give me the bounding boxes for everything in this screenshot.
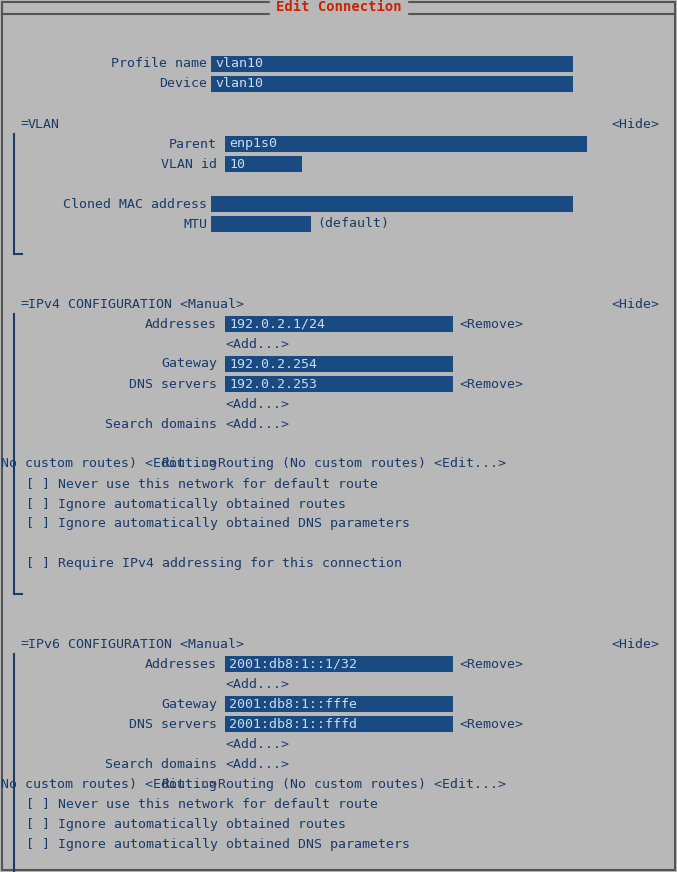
- FancyBboxPatch shape: [225, 716, 453, 732]
- Text: Gateway: Gateway: [161, 698, 217, 711]
- Text: Gateway: Gateway: [161, 358, 217, 371]
- Text: Edit Connection: Edit Connection: [276, 0, 401, 14]
- Text: <Add...>: <Add...>: [225, 337, 289, 351]
- Text: <Add...>: <Add...>: [225, 738, 289, 751]
- FancyBboxPatch shape: [211, 196, 573, 212]
- Text: <Add...>: <Add...>: [225, 418, 289, 431]
- FancyBboxPatch shape: [225, 156, 302, 172]
- Text: =: =: [20, 118, 28, 131]
- Text: Routing (No custom routes) <Edit...>: Routing (No custom routes) <Edit...>: [218, 778, 506, 791]
- Text: 192.0.2.254: 192.0.2.254: [229, 358, 317, 371]
- FancyBboxPatch shape: [225, 136, 587, 152]
- Text: 2001:db8:1::1/32: 2001:db8:1::1/32: [229, 657, 357, 671]
- Text: Device: Device: [159, 78, 207, 91]
- Text: VLAN id: VLAN id: [161, 158, 217, 171]
- FancyBboxPatch shape: [225, 316, 453, 332]
- Text: 2001:db8:1::fffd: 2001:db8:1::fffd: [229, 718, 357, 731]
- Text: 2001:db8:1::fffe: 2001:db8:1::fffe: [229, 698, 357, 711]
- Text: Cloned MAC address: Cloned MAC address: [63, 197, 207, 210]
- Text: [ ] Require IPv4 addressing for this connection: [ ] Require IPv4 addressing for this con…: [26, 557, 402, 570]
- Text: [ ] Ignore automatically obtained routes: [ ] Ignore automatically obtained routes: [26, 498, 346, 510]
- Text: DNS servers: DNS servers: [129, 378, 217, 391]
- Text: Search domains: Search domains: [105, 418, 217, 431]
- FancyBboxPatch shape: [225, 656, 453, 672]
- Text: enp1s0: enp1s0: [229, 138, 277, 151]
- FancyBboxPatch shape: [211, 56, 573, 72]
- Text: <Add...>: <Add...>: [225, 678, 289, 691]
- Text: IPv6 CONFIGURATION <Manual>: IPv6 CONFIGURATION <Manual>: [28, 637, 244, 651]
- Text: VLAN: VLAN: [28, 118, 60, 131]
- FancyBboxPatch shape: [211, 76, 573, 92]
- Text: <Remove>: <Remove>: [459, 317, 523, 330]
- Text: Profile name: Profile name: [111, 58, 207, 71]
- Text: DNS servers: DNS servers: [129, 718, 217, 731]
- Text: Parent: Parent: [169, 138, 217, 151]
- Text: 192.0.2.253: 192.0.2.253: [229, 378, 317, 391]
- FancyBboxPatch shape: [225, 696, 453, 712]
- Text: (default): (default): [317, 217, 389, 230]
- Text: vlan10: vlan10: [215, 58, 263, 71]
- Text: Addresses: Addresses: [145, 317, 217, 330]
- Text: vlan10: vlan10: [215, 78, 263, 91]
- Text: <Hide>: <Hide>: [611, 297, 659, 310]
- Text: Routing (No custom routes) <Edit...>: Routing (No custom routes) <Edit...>: [218, 458, 506, 471]
- Text: Search domains: Search domains: [105, 758, 217, 771]
- Text: <Hide>: <Hide>: [611, 637, 659, 651]
- Text: Routing (No custom routes) <Edit...>: Routing (No custom routes) <Edit...>: [0, 458, 217, 471]
- Text: <Remove>: <Remove>: [459, 718, 523, 731]
- Text: Routing: Routing: [161, 458, 217, 471]
- Text: Addresses: Addresses: [145, 657, 217, 671]
- Text: [ ] Ignore automatically obtained routes: [ ] Ignore automatically obtained routes: [26, 818, 346, 830]
- Text: <Hide>: <Hide>: [611, 118, 659, 131]
- Text: =: =: [20, 297, 28, 310]
- Text: 10: 10: [229, 158, 245, 171]
- Text: <Remove>: <Remove>: [459, 378, 523, 391]
- Text: [ ] Ignore automatically obtained DNS parameters: [ ] Ignore automatically obtained DNS pa…: [26, 517, 410, 530]
- Text: MTU: MTU: [183, 217, 207, 230]
- FancyBboxPatch shape: [211, 216, 311, 232]
- Text: =: =: [20, 637, 28, 651]
- Text: [ ] Never use this network for default route: [ ] Never use this network for default r…: [26, 798, 378, 810]
- Text: <Add...>: <Add...>: [225, 758, 289, 771]
- Text: Routing: Routing: [161, 778, 217, 791]
- Text: [ ] Never use this network for default route: [ ] Never use this network for default r…: [26, 478, 378, 490]
- FancyBboxPatch shape: [225, 356, 453, 372]
- Text: Routing (No custom routes) <Edit...>: Routing (No custom routes) <Edit...>: [0, 778, 217, 791]
- Text: <Add...>: <Add...>: [225, 398, 289, 411]
- Text: <Remove>: <Remove>: [459, 657, 523, 671]
- Text: IPv4 CONFIGURATION <Manual>: IPv4 CONFIGURATION <Manual>: [28, 297, 244, 310]
- Text: 192.0.2.1/24: 192.0.2.1/24: [229, 317, 325, 330]
- Text: [ ] Ignore automatically obtained DNS parameters: [ ] Ignore automatically obtained DNS pa…: [26, 837, 410, 850]
- FancyBboxPatch shape: [225, 376, 453, 392]
